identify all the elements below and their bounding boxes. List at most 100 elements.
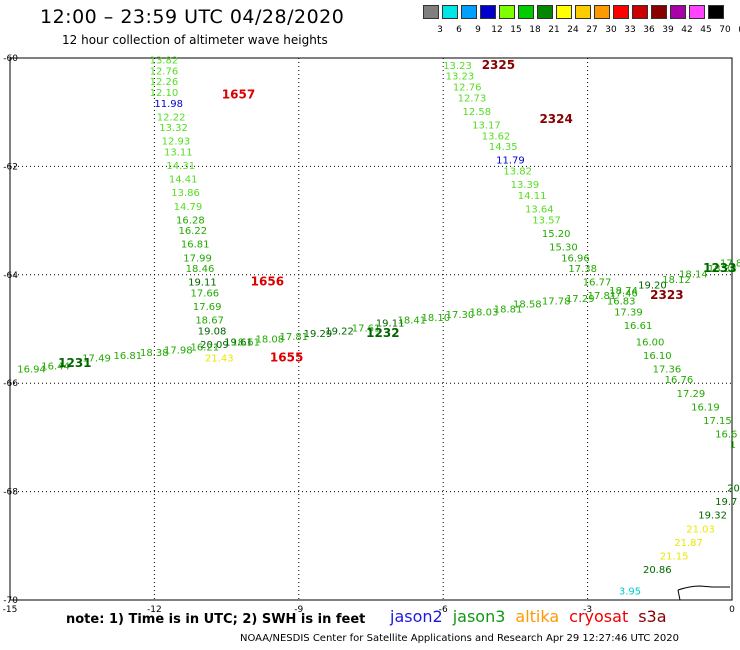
satellite-name-jason3: jason3 (452, 607, 506, 626)
legend-label: 30 (605, 25, 617, 35)
legend-swatch (594, 5, 610, 19)
swh-value: 14.41 (169, 175, 198, 186)
swh-value: 17.29 (566, 294, 595, 305)
pass-number-label: 1656 (251, 275, 284, 289)
satellite-legend: jason2 jason3 altika cryosat s3a (390, 607, 677, 626)
swh-value: 19.61 (224, 337, 253, 348)
swh-value: 12.26 (150, 77, 179, 88)
swh-value: 19.32 (698, 511, 727, 522)
legend-label: 18 (529, 25, 541, 35)
legend-label: 21 (548, 25, 560, 35)
swh-value: 12.10 (150, 88, 179, 99)
legend-swatch (651, 5, 667, 19)
swh-value: 13.82 (503, 167, 532, 178)
y-tick-label: -62 (3, 162, 18, 172)
page-subtitle: 12 hour collection of altimeter wave hei… (62, 33, 328, 47)
swh-value: 17.61 (352, 324, 381, 335)
swh-value: 17.30 (446, 310, 475, 321)
legend-label: 33 (624, 25, 636, 35)
legend-swatch (708, 5, 724, 19)
x-tick-label: -12 (147, 605, 162, 615)
swh-value: 18.74 (609, 286, 638, 297)
pass-number-label: 1657 (222, 88, 255, 102)
swh-value: 18.61 (231, 337, 260, 348)
swh-value: 19.29 (304, 329, 333, 340)
swh-value: 3.95 (619, 587, 641, 598)
swh-value: 16.00 (636, 337, 665, 348)
y-tick-label: -66 (3, 379, 18, 389)
swh-value: 12.76 (150, 66, 179, 77)
swh-value: 18.58 (513, 299, 542, 310)
credit-line: NOAA/NESDIS Center for Satellite Applica… (240, 633, 679, 644)
swh-value: 16.21 (191, 343, 220, 354)
swh-value: 16.94 (17, 364, 46, 375)
legend-label: 39 (662, 25, 674, 35)
swh-value: 17.66 (191, 288, 220, 299)
swh-value: 12.76 (453, 83, 482, 94)
swh-value: 12.73 (458, 93, 487, 104)
swh-value: 13.62 (482, 131, 511, 142)
swh-value: 17.38 (568, 264, 597, 275)
legend-swatch (518, 5, 534, 19)
swh-value: 17.99 (183, 253, 212, 264)
swh-value: 12.58 (462, 107, 491, 118)
swh-value: 18.08 (255, 335, 284, 346)
satellite-name-cryosat: cryosat (569, 607, 629, 626)
pass-number-label: 2323 (650, 288, 683, 302)
satellite-name-jason2: jason2 (390, 607, 443, 626)
swh-value: 16.10 (643, 351, 672, 362)
legend-swatch (613, 5, 629, 19)
legend-swatch (442, 5, 458, 19)
swh-value: 16.19 (691, 402, 720, 413)
swh-value: 16.22 (178, 226, 207, 237)
legend-swatch (423, 5, 439, 19)
legend-swatch (689, 5, 705, 19)
swh-value: 19.7 (715, 497, 737, 508)
swh-value: 18.14 (679, 270, 708, 281)
swh-value: 21.03 (686, 524, 715, 535)
swh-value: 18.10 (422, 313, 451, 324)
swh-value: 13.23 (443, 61, 472, 72)
swh-value: 16.44 (41, 362, 70, 373)
pass-number-label: 1655 (270, 351, 303, 365)
swh-value: 13.64 (525, 204, 554, 215)
grid-lines (10, 58, 732, 600)
x-tick-label: 0 (729, 605, 735, 615)
satellite-name-s3a: s3a (638, 607, 667, 626)
swh-value: 18.81 (494, 305, 523, 316)
legend-swatch (461, 5, 477, 19)
swh-value: 14.31 (166, 161, 195, 172)
swh-value: 15.20 (542, 229, 571, 240)
swh-value: 12.22 (157, 112, 186, 123)
swh-value: 18.38 (708, 264, 737, 275)
page-title: 12:00 – 23:59 UTC 04/28/2020 (40, 6, 345, 28)
x-tick-label: -9 (294, 605, 303, 615)
swh-value: 21.15 (660, 551, 689, 562)
legend-label: 24 (567, 25, 579, 35)
y-tick-label: -70 (3, 596, 18, 606)
swh-value: 13.86 (171, 188, 200, 199)
swh-value: 12.93 (162, 137, 191, 148)
swh-value: 18.67 (195, 316, 224, 327)
swh-value: 18.03 (470, 307, 499, 318)
pass-number-label: 1233 (703, 261, 736, 275)
swh-observations: 13.8212.7612.2612.1011.9812.2213.3212.93… (17, 55, 740, 597)
swh-value: 17.69 (193, 302, 222, 313)
swh-value: 17.15 (703, 416, 732, 427)
y-tick-label: -64 (3, 271, 18, 281)
swh-value: 16.81 (113, 351, 142, 362)
satellite-name-altika: altika (515, 607, 560, 626)
legend-label: 42 (681, 25, 693, 35)
swh-value: 13.57 (532, 215, 561, 226)
legend-swatch (632, 5, 648, 19)
swh-value: 17.8 (720, 259, 740, 270)
x-tick-label: -15 (3, 605, 18, 615)
y-tick-label: -60 (3, 54, 18, 64)
swh-value: 20 (727, 484, 740, 495)
legend-label: 36 (643, 25, 655, 35)
swh-value: 17.39 (614, 307, 643, 318)
swh-value: 16.6 (715, 429, 737, 440)
swh-value: 17.49 (82, 354, 111, 365)
legend-label: 9 (475, 25, 481, 35)
